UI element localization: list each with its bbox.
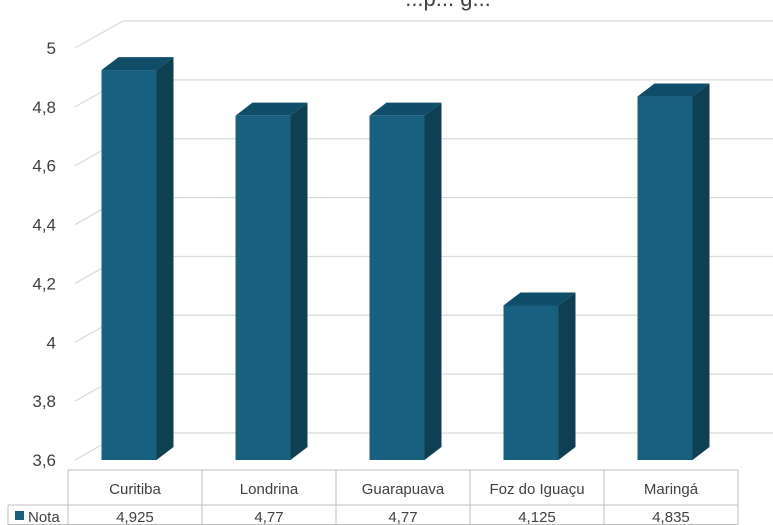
legend-label: Nota (28, 509, 60, 525)
bar-side (692, 83, 710, 461)
y-tick-label: 4,2 (32, 274, 56, 293)
y-tick-label: 4,4 (32, 216, 56, 235)
bar-side (156, 57, 174, 460)
y-tick-label: 4,6 (32, 157, 56, 176)
bars (101, 57, 710, 461)
bar-front (637, 96, 693, 461)
bar-front (369, 115, 425, 460)
bar-curitiba (101, 57, 174, 461)
gridline-diagonal (74, 20, 124, 49)
bar-maring- (637, 83, 710, 461)
category-label: Curitiba (109, 481, 161, 498)
bar-foz-do-igua-u (503, 292, 576, 460)
bar-guarapuava (369, 102, 442, 460)
data-label: 4,125 (518, 509, 556, 525)
category-label: Foz do Iguaçu (489, 481, 584, 498)
bar-top (235, 102, 308, 116)
bar-top (503, 292, 576, 306)
category-label: Guarapuava (362, 481, 445, 498)
y-tick-label: 5 (47, 39, 56, 58)
y-axis-ticks: 3,6 3,8 4 4,2 4,4 4,6 4,8 5 (32, 39, 56, 470)
data-table: Curitiba 4,925 Londrina 4,77 Guarapuava 4,77 F… (7, 469, 739, 525)
legend-swatch (15, 511, 24, 520)
bar-londrina (235, 102, 308, 460)
data-label: 4,925 (116, 509, 154, 525)
bar-side (424, 102, 442, 460)
bar-top (637, 83, 710, 97)
data-label: 4,835 (652, 509, 690, 525)
bar-front (503, 305, 559, 460)
y-tick-label: 3,6 (32, 451, 56, 470)
bar-top (101, 57, 174, 71)
y-tick-label: 3,8 (32, 392, 56, 411)
data-label: 4,77 (254, 509, 283, 525)
chart-title: ...p... g... (405, 0, 491, 11)
y-tick-label: 4,8 (32, 98, 56, 117)
bar-side (290, 102, 308, 460)
category-label: Londrina (240, 481, 299, 498)
bar-front (235, 115, 291, 460)
bar-front (101, 70, 157, 461)
y-tick-label: 4 (47, 333, 56, 352)
bar-top (369, 102, 442, 116)
bar-side (558, 292, 576, 460)
data-label: 4,77 (388, 509, 417, 525)
category-label: Maringá (644, 481, 699, 498)
